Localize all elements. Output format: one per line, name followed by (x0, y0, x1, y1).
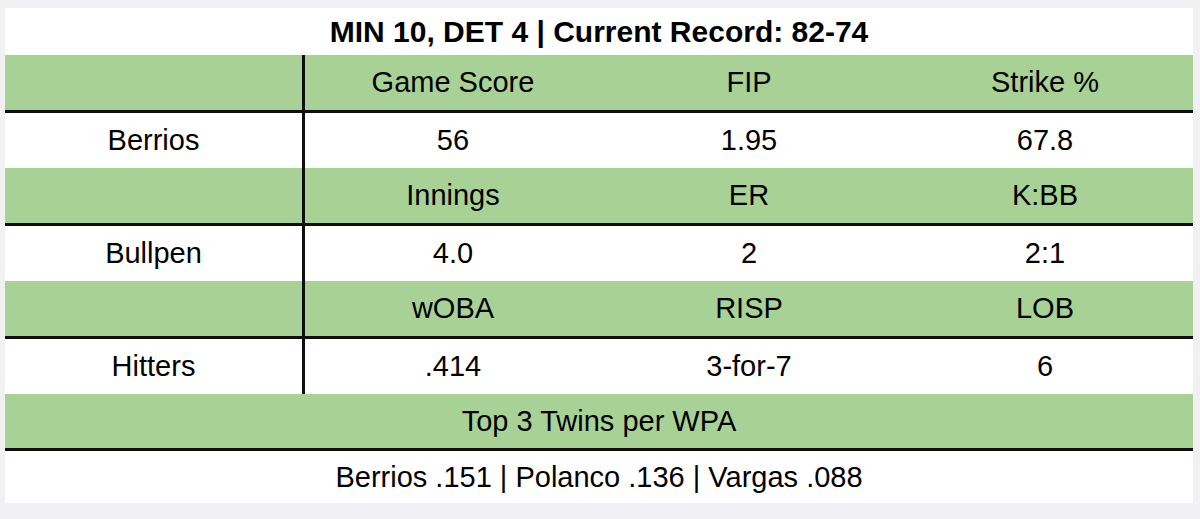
game-recap-table: MIN 10, DET 4 | Current Record: 82-74 Ga… (5, 8, 1193, 503)
hitters-risp-value: 3-for-7 (601, 339, 897, 394)
page-background: MIN 10, DET 4 | Current Record: 82-74 Ga… (0, 0, 1200, 519)
wpa-header: Top 3 Twins per WPA (5, 394, 1193, 448)
bullpen-k-bb-value: 2:1 (897, 226, 1193, 281)
bullpen-er-value: 2 (601, 226, 897, 281)
berrios-strike-pct-value: 67.8 (897, 113, 1193, 168)
header-game-score: Game Score (305, 55, 601, 110)
hitters-lob-value: 6 (897, 339, 1193, 394)
header-strike-pct: Strike % (897, 55, 1193, 110)
wpa-leaders: Berrios .151 | Polanco .136 | Vargas .08… (5, 451, 1193, 503)
berrios-fip-value: 1.95 (601, 113, 897, 168)
hitters-label: Hitters (5, 339, 305, 394)
berrios-header-row: Game Score FIP Strike % (5, 55, 1193, 113)
header-innings: Innings (305, 168, 601, 223)
header-risp: RISP (601, 281, 897, 336)
empty-corner-cell (5, 281, 305, 336)
header-k-bb: K:BB (897, 168, 1193, 223)
berrios-data-row: Berrios 56 1.95 67.8 (5, 113, 1193, 168)
game-title: MIN 10, DET 4 | Current Record: 82-74 (5, 8, 1193, 55)
wpa-header-row: Top 3 Twins per WPA (5, 394, 1193, 451)
bullpen-innings-value: 4.0 (305, 226, 601, 281)
bullpen-header-row: Innings ER K:BB (5, 168, 1193, 226)
wpa-leaders-row: Berrios .151 | Polanco .136 | Vargas .08… (5, 451, 1193, 503)
hitters-woba-value: .414 (305, 339, 601, 394)
berrios-game-score-value: 56 (305, 113, 601, 168)
empty-corner-cell (5, 55, 305, 110)
bullpen-label: Bullpen (5, 226, 305, 281)
berrios-label: Berrios (5, 113, 305, 168)
header-fip: FIP (601, 55, 897, 110)
hitters-data-row: Hitters .414 3-for-7 6 (5, 339, 1193, 394)
header-woba: wOBA (305, 281, 601, 336)
header-lob: LOB (897, 281, 1193, 336)
empty-corner-cell (5, 168, 305, 223)
title-row: MIN 10, DET 4 | Current Record: 82-74 (5, 8, 1193, 55)
hitters-header-row: wOBA RISP LOB (5, 281, 1193, 339)
bullpen-data-row: Bullpen 4.0 2 2:1 (5, 226, 1193, 281)
header-er: ER (601, 168, 897, 223)
